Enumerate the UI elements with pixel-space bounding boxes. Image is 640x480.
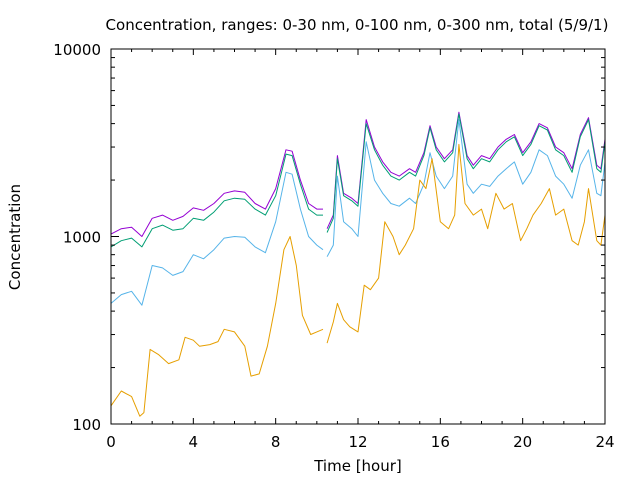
x-tick-label: 12	[348, 433, 367, 451]
series-line-1	[110, 111, 606, 237]
series-line-3	[110, 119, 606, 306]
plot-frame	[110, 48, 606, 425]
x-tick-label: 20	[513, 433, 532, 451]
y-tick-label: 100	[72, 416, 101, 434]
series-line-4	[110, 143, 606, 417]
y-tick-label: 10000	[53, 41, 101, 59]
x-tick-label: 4	[189, 433, 199, 451]
x-axis-label: Time [hour]	[313, 457, 402, 475]
series-layer	[110, 111, 606, 417]
x-tick-label: 16	[431, 433, 450, 451]
x-tick-label: 24	[595, 433, 614, 451]
y-axis-label: Concentration	[6, 184, 24, 290]
x-tick-label: 0	[106, 433, 116, 451]
chart-title: Concentration, ranges: 0-30 nm, 0-100 nm…	[106, 16, 609, 34]
x-tick-label: 8	[271, 433, 281, 451]
tick-layer: 0 4 8 12 16 20 24 100 1000 10000	[53, 41, 614, 451]
y-tick-label: 1000	[63, 229, 101, 247]
series-line-2	[110, 113, 606, 248]
